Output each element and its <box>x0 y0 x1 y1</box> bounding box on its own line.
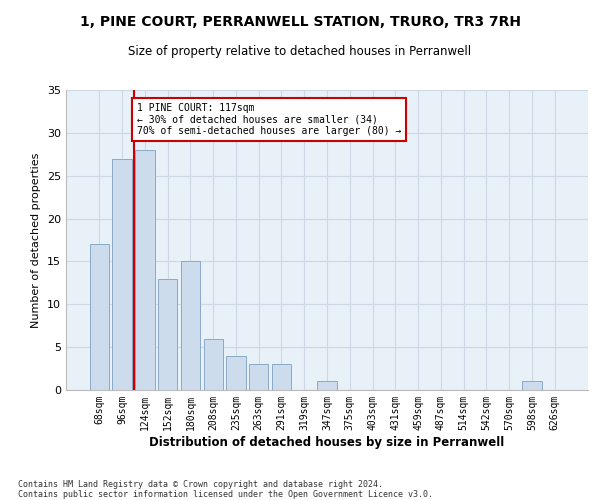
Bar <box>522 382 542 390</box>
Bar <box>249 364 268 390</box>
Text: 1 PINE COURT: 117sqm
← 30% of detached houses are smaller (34)
70% of semi-detac: 1 PINE COURT: 117sqm ← 30% of detached h… <box>137 103 401 136</box>
Bar <box>90 244 109 390</box>
Bar <box>203 338 223 390</box>
Text: 1, PINE COURT, PERRANWELL STATION, TRURO, TR3 7RH: 1, PINE COURT, PERRANWELL STATION, TRURO… <box>79 15 521 29</box>
Bar <box>112 158 132 390</box>
Bar <box>158 278 178 390</box>
Bar <box>226 356 245 390</box>
Bar <box>181 262 200 390</box>
Bar <box>272 364 291 390</box>
Bar <box>135 150 155 390</box>
Text: Distribution of detached houses by size in Perranwell: Distribution of detached houses by size … <box>149 436 505 449</box>
Text: Size of property relative to detached houses in Perranwell: Size of property relative to detached ho… <box>128 45 472 58</box>
Bar <box>317 382 337 390</box>
Y-axis label: Number of detached properties: Number of detached properties <box>31 152 41 328</box>
Text: Contains HM Land Registry data © Crown copyright and database right 2024.
Contai: Contains HM Land Registry data © Crown c… <box>18 480 433 500</box>
